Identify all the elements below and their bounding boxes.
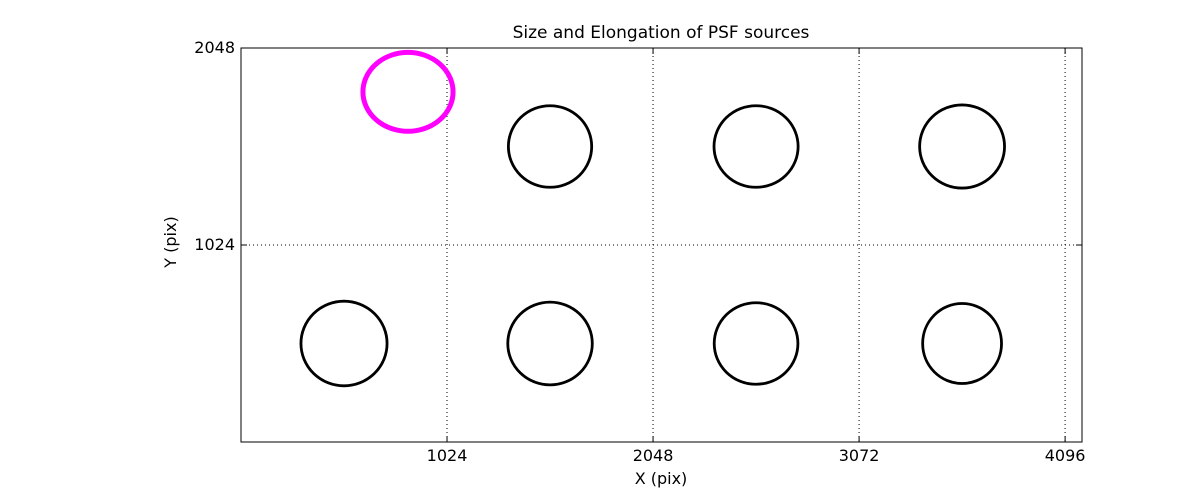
- x-tick-label: 2048: [632, 446, 674, 465]
- x-tick-label: 1024: [426, 446, 468, 465]
- psf-ellipse: [299, 299, 389, 388]
- y-tick-label: 1024: [194, 235, 235, 254]
- psf-ellipse: [506, 104, 594, 189]
- psf-ellipse: [921, 302, 1003, 385]
- chart-title: Size and Elongation of PSF sources: [512, 23, 810, 43]
- psf-ellipse: [918, 103, 1006, 190]
- psf-ellipse: [712, 104, 800, 189]
- psf-ellipse: [506, 300, 594, 387]
- y-tick-label: 2048: [194, 38, 235, 57]
- psf-ellipse: [712, 301, 800, 386]
- x-tick-label: 4096: [1044, 446, 1086, 465]
- psf-ellipse-flagged: [360, 49, 456, 134]
- x-axis-label: X (pix): [634, 469, 688, 488]
- x-tick-label: 3072: [838, 446, 880, 465]
